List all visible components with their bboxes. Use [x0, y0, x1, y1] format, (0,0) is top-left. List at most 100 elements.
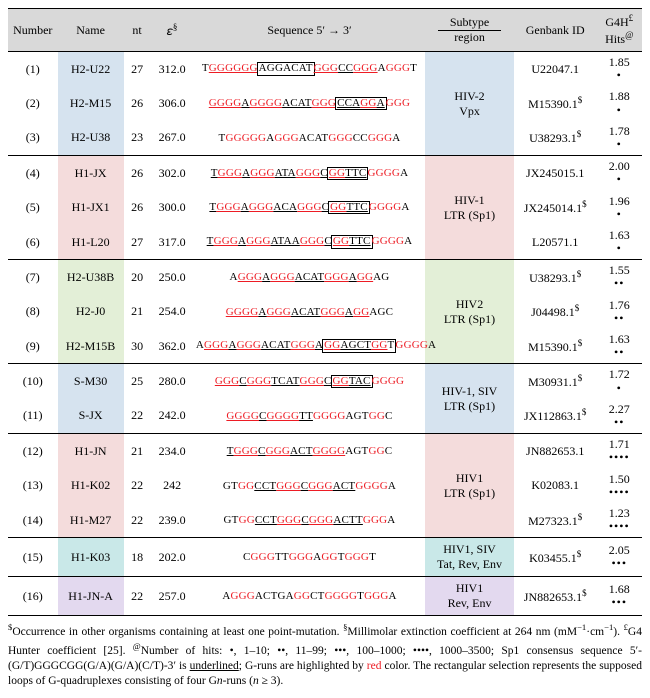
sequence-table: Number Name nt 𝜀§ Sequence 5′ → 3′ Subty… [8, 8, 642, 616]
row-sequence: TGGGCGGGACTGGGGAGTGGC [194, 434, 425, 469]
g4h-sup: £ [629, 13, 634, 23]
table-row: (8)H2-J021254.0GGGGAGGGACATGGGAGGAGCJ044… [8, 295, 642, 329]
row-name: H1-JX1 [58, 191, 124, 225]
row-eps: 239.0 [150, 503, 193, 538]
row-name: S-M30 [58, 364, 124, 399]
row-nt: 27 [124, 225, 151, 260]
row-hits: 1.63•• [597, 329, 642, 364]
row-subtype: HIV-1LTR (Sp1) [425, 156, 514, 260]
row-name: H1-M27 [58, 503, 124, 538]
row-nt: 18 [124, 538, 151, 577]
col-eps: 𝜀§ [150, 9, 193, 52]
row-sequence: TGGGGGGAGGACATGGGCCGGGAGGGT [194, 52, 425, 87]
table-row: (6)H1-L2027317.0TGGGAGGGATAAGGGCGGTTCGGG… [8, 225, 642, 260]
row-hits: 1.55•• [597, 260, 642, 295]
table-row: (14)H1-M2722239.0GTGGCCTGGGCGGGACTTGGGA M… [8, 503, 642, 538]
row-number: (14) [8, 503, 58, 538]
row-genbank: K03455.1$ [514, 538, 597, 577]
table-row: (11)S-JX22242.0GGGGCGGGGTTGGGGAGTGGCJX11… [8, 399, 642, 434]
row-genbank: M30931.1$ [514, 364, 597, 399]
row-hits: 1.76•• [597, 295, 642, 329]
col-nt: nt [124, 9, 151, 52]
col-hits: G4H£ Hits@ [597, 9, 642, 52]
row-hits: 1.96• [597, 191, 642, 225]
row-genbank: JX245015.1 [514, 156, 597, 191]
row-subtype: HIV-1, SIVLTR (Sp1) [425, 364, 514, 434]
row-sequence: GGGCGGGTCATGGGCGGTACGGGG [194, 364, 425, 399]
row-nt: 26 [124, 156, 151, 191]
subtype-bottom: region [454, 30, 485, 44]
table-row: (1)H2-U2227312.0TGGGGGGAGGACATGGGCCGGGAG… [8, 52, 642, 87]
row-hits: 2.27•• [597, 399, 642, 434]
row-name: H1-JN-A [58, 577, 124, 616]
row-subtype: HIV1Rev, Env [425, 577, 514, 616]
row-genbank: JN882653.1$ [514, 577, 597, 616]
row-nt: 27 [124, 52, 151, 87]
row-name: H2-J0 [58, 295, 124, 329]
row-subtype: HIV1LTR (Sp1) [425, 434, 514, 538]
row-genbank: M27323.1$ [514, 503, 597, 538]
row-sequence: TGGGAGGGATAGGGCGGTTCGGGGA [194, 156, 425, 191]
row-genbank: K02083.1 [514, 469, 597, 503]
row-nt: 22 [124, 503, 151, 538]
row-number: (16) [8, 577, 58, 616]
row-subtype: HIV-2Vpx [425, 52, 514, 156]
row-sequence: TGGGAGGGATAAGGGCGGTTCGGGGA [194, 225, 425, 260]
row-name: H1-L20 [58, 225, 124, 260]
table-row: (16)H1-JN-A22257.0AGGGACTGAGGCTGGGGTGGGA… [8, 577, 642, 616]
row-sequence: TGGGGGAGGGACATGGGCCGGGA [194, 121, 425, 156]
row-number: (9) [8, 329, 58, 364]
row-nt: 22 [124, 469, 151, 503]
row-eps: 250.0 [150, 260, 193, 295]
row-hits: 1.78• [597, 121, 642, 156]
row-hits: 1.68••• [597, 577, 642, 616]
row-number: (7) [8, 260, 58, 295]
row-hits: 1.85• [597, 52, 642, 87]
row-sequence: AGGGACTGAGGCTGGGGTGGGA [194, 577, 425, 616]
row-eps: 257.0 [150, 577, 193, 616]
row-number: (6) [8, 225, 58, 260]
col-name: Name [58, 9, 124, 52]
row-sequence: AGGGAGGGACATGGGAGGAGCTGGTGGGGA [194, 329, 425, 364]
row-sequence: CGGGTTGGGAGGTGGGT [194, 538, 425, 577]
table-row: (2)H2-M1526306.0GGGGAGGGGACATGGGCCAGGAGG… [8, 86, 642, 120]
row-number: (11) [8, 399, 58, 434]
g4h-label: G4H [605, 15, 628, 29]
row-subtype: HIV2LTR (Sp1) [425, 260, 514, 364]
row-name: H2-U22 [58, 52, 124, 87]
row-genbank: M15390.1$ [514, 86, 597, 120]
row-eps: 362.0 [150, 329, 193, 364]
subtype-top: Subtype [438, 16, 501, 31]
row-sequence: TGGGAGGGACAGGGCGGTTCGGGGA [194, 191, 425, 225]
row-eps: 254.0 [150, 295, 193, 329]
row-nt: 25 [124, 364, 151, 399]
header-row: Number Name nt 𝜀§ Sequence 5′ → 3′ Subty… [8, 9, 642, 52]
row-sequence: GTGGCCTGGGCGGGACTTGGGA [194, 503, 425, 538]
table-row: (7)H2-U38B20250.0AGGGAGGGACATGGGAGGAGHIV… [8, 260, 642, 295]
row-hits: 1.71•••• [597, 434, 642, 469]
row-name: H1-K02 [58, 469, 124, 503]
row-nt: 26 [124, 86, 151, 120]
row-nt: 23 [124, 121, 151, 156]
row-eps: 280.0 [150, 364, 193, 399]
row-number: (5) [8, 191, 58, 225]
row-number: (1) [8, 52, 58, 87]
row-sequence: GGGGAGGGGACATGGGCCAGGAGGG [194, 86, 425, 120]
row-number: (12) [8, 434, 58, 469]
row-nt: 21 [124, 295, 151, 329]
row-eps: 267.0 [150, 121, 193, 156]
table-row: (5)H1-JX126300.0TGGGAGGGACAGGGCGGTTCGGGG… [8, 191, 642, 225]
footnote-text: $Occurrence in other organisms containin… [8, 622, 642, 690]
table-row: (13)H1-K0222242GTGGCCTGGGCGGGACTGGGGAK02… [8, 469, 642, 503]
row-genbank: L20571.1 [514, 225, 597, 260]
row-genbank: U22047.1 [514, 52, 597, 87]
row-name: H1-JN [58, 434, 124, 469]
row-name: H1-K03 [58, 538, 124, 577]
row-number: (4) [8, 156, 58, 191]
col-genbank: Genbank ID [514, 9, 597, 52]
row-sequence: AGGGAGGGACATGGGAGGAG [194, 260, 425, 295]
row-name: H2-M15B [58, 329, 124, 364]
row-number: (3) [8, 121, 58, 156]
row-genbank: M15390.1$ [514, 329, 597, 364]
row-sequence: GTGGCCTGGGCGGGACTGGGGA [194, 469, 425, 503]
